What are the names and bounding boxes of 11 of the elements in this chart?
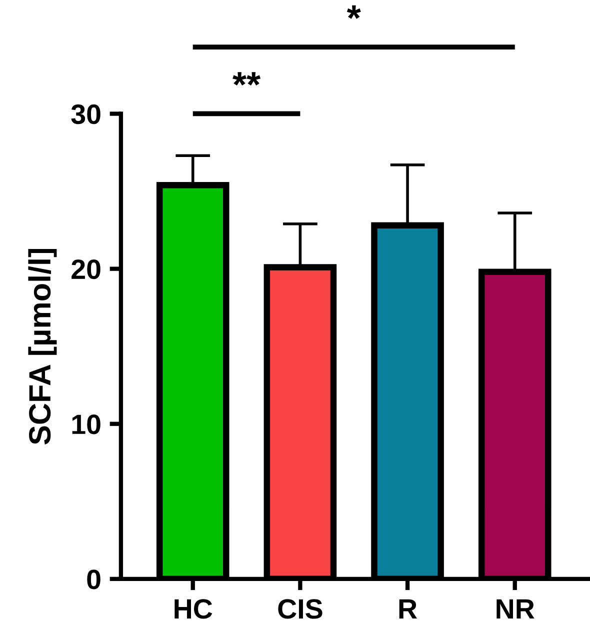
x-tick-label: HC [174,599,212,619]
y-tick-label: 10 [72,414,100,434]
text: * [346,5,361,19]
y-axis-title: SCFA [µmol/l] [28,249,57,445]
y-tick-label: 20 [72,259,100,280]
x-tick-label: CIS [278,599,322,619]
text: ** [232,72,261,86]
x-tick-label: R [399,599,417,619]
y-tick-label: 30 [71,104,100,124]
y-tick-label: 0 [87,570,100,590]
x-tick-label: NR [496,599,534,619]
